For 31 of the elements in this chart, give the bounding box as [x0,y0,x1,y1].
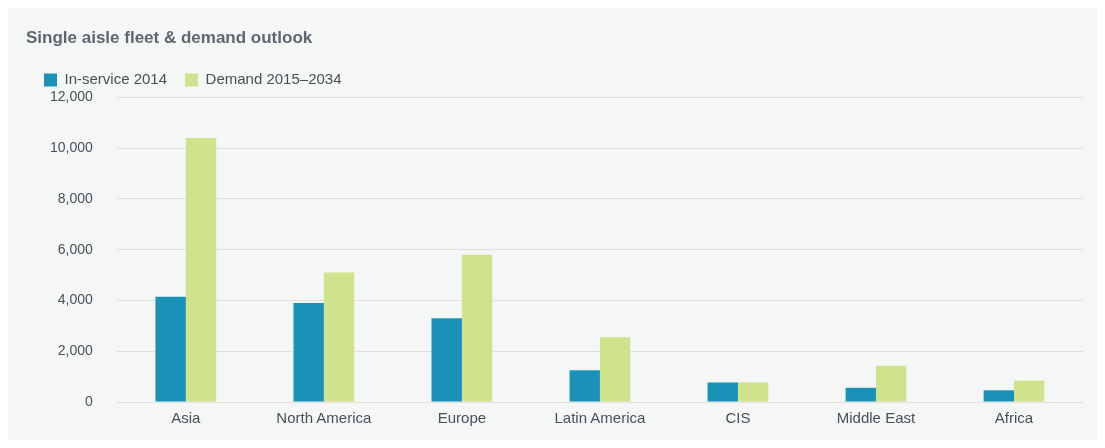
legend-label: Demand 2015–2034 [205,70,342,88]
x-tick-label: Middle East [836,409,916,427]
x-tick-label: North America [276,409,373,427]
x-tick-label: Asia [171,409,202,427]
y-tick-label: 2,000 [57,342,94,359]
y-tick-label: 10,000 [49,139,94,156]
x-tick-label: CIS [725,409,751,427]
legend-label: In-service 2014 [64,70,168,88]
x-tick-label: Europe [437,409,487,427]
bar [737,382,769,402]
bar [983,390,1014,402]
bar [707,382,738,402]
y-tick-label: 12,000 [49,88,94,105]
bar [155,296,186,402]
bar [185,138,217,402]
bar [845,387,876,402]
bar [461,254,493,402]
bar [599,337,631,402]
bar [875,365,907,402]
bar [1013,380,1045,402]
y-tick-label: 8,000 [57,189,94,206]
chart-title: Single aisle fleet & demand outlook [26,27,313,47]
x-tick-label: Latin America [554,409,646,427]
bar [293,303,324,402]
y-tick-label: 6,000 [57,240,94,257]
y-tick-label: 0 [85,392,94,409]
bar [569,370,600,402]
x-tick-label: Africa [994,409,1034,427]
y-tick-label: 4,000 [57,291,94,308]
bar [431,318,462,402]
bar [323,272,355,402]
